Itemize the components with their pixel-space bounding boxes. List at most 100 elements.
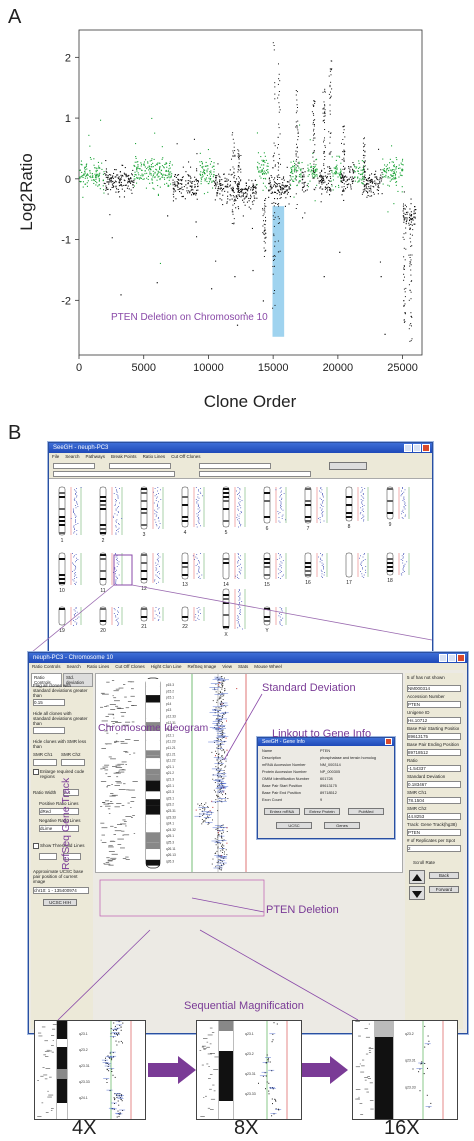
data-point — [240, 168, 242, 170]
chromosome-9[interactable]: 9 — [386, 486, 410, 528]
chromosome-8[interactable]: 8 — [345, 486, 369, 530]
negative-lines-select[interactable]: dLime — [39, 825, 79, 832]
threshold-field[interactable] — [109, 463, 171, 469]
chromosome-4[interactable]: 4 — [181, 486, 205, 536]
info-field-value[interactable]: -1.54337 — [407, 765, 461, 772]
menu-item[interactable]: RefSeq Image — [187, 664, 217, 669]
data-point — [270, 186, 272, 188]
gene-info-button[interactable]: PubMed — [348, 808, 384, 815]
info-field-value[interactable]: 0.183467 — [407, 781, 461, 788]
info-field-value[interactable]: PTEN — [407, 701, 461, 708]
enlarge-checkbox[interactable] — [33, 769, 39, 775]
chromosome-15[interactable]: 15 — [263, 552, 287, 588]
chromosome-Y[interactable]: Y — [263, 606, 287, 634]
minimize-icon[interactable] — [439, 654, 447, 662]
menu-item[interactable]: Search — [66, 664, 81, 669]
tab-1[interactable]: Std. deviation — [63, 673, 93, 687]
smr-ch1-field[interactable] — [33, 759, 57, 766]
ucsc-button[interactable]: UCSC HIH — [43, 899, 77, 906]
gene-info-button[interactable]: Entrez Protein — [304, 808, 340, 815]
ucsc-position-field[interactable]: chr10: 1 - 135400974 — [33, 887, 89, 894]
menu-item[interactable]: Search — [65, 454, 80, 459]
positive-lines-select[interactable]: dRed — [39, 808, 79, 815]
info-field-value[interactable]: NM000314 — [407, 685, 461, 692]
menu-item[interactable]: Ratio Controls — [32, 664, 61, 669]
chromosome-11[interactable]: 11 — [99, 552, 123, 594]
scroll-up-button[interactable] — [409, 870, 425, 884]
threshold-field-2[interactable] — [63, 853, 81, 860]
clone-point — [198, 571, 200, 572]
close-icon[interactable] — [422, 444, 430, 452]
flag-value-field[interactable]: 0.15 — [33, 699, 65, 706]
menu-item[interactable]: Break Points — [111, 454, 137, 459]
gene-info-button[interactable]: UCSC — [276, 822, 312, 829]
chromosome-22[interactable]: 22 — [181, 606, 205, 630]
chromosome-17[interactable]: 17 — [345, 552, 369, 586]
y-tick-label: 1 — [65, 113, 71, 125]
info-field-value[interactable]: 2 — [407, 845, 461, 852]
maximize-icon[interactable] — [413, 444, 421, 452]
info-field-value[interactable]: 89718512 — [407, 749, 461, 756]
chromosome-7[interactable]: 7 — [304, 486, 328, 532]
outlier-point — [324, 146, 326, 148]
maximize-icon[interactable] — [448, 654, 456, 662]
gene-info-button[interactable]: Genes — [324, 822, 360, 829]
minimize-icon[interactable] — [404, 444, 412, 452]
info-field-value[interactable]: 89613175 — [407, 733, 461, 740]
chromosome-19[interactable]: 19 — [58, 606, 82, 634]
forward-button[interactable]: Forward — [429, 886, 459, 893]
chromosome-21[interactable]: 21 — [140, 606, 164, 630]
menu-item[interactable]: Ratio Lines — [142, 454, 166, 459]
hide-value-field[interactable] — [33, 727, 65, 734]
info-field-value[interactable]: PTEN — [407, 829, 461, 836]
menu-item[interactable]: File — [52, 454, 60, 459]
data-point — [226, 201, 228, 203]
chromosome-3[interactable]: 3 — [140, 486, 164, 538]
chromosome-10[interactable]: 10 — [58, 552, 82, 594]
back-button[interactable]: Back — [429, 872, 459, 879]
menu-item[interactable]: Stats — [237, 664, 249, 669]
close-icon[interactable] — [385, 738, 392, 745]
chromosome-5[interactable]: 5 — [222, 486, 246, 536]
ratio-width-field[interactable] — [53, 463, 95, 469]
data-point — [301, 171, 303, 173]
threshold-field-1[interactable] — [39, 853, 57, 860]
info-field-value[interactable]: 78.1504 — [407, 797, 461, 804]
chromosome-14[interactable]: 14 — [222, 552, 246, 588]
clone-count-field[interactable] — [53, 471, 175, 477]
menu-item[interactable]: Cut Off Clones — [171, 454, 201, 459]
smr-ch2-field[interactable] — [61, 759, 85, 766]
menu-item[interactable]: Pathways — [85, 454, 106, 459]
menu-item[interactable]: Hight Clon Line — [150, 664, 182, 669]
info-field-value[interactable]: 44.8253 — [407, 813, 461, 820]
data-point — [165, 170, 167, 172]
menu-item[interactable]: Cut Off Clones — [115, 664, 145, 669]
ratio-width-value[interactable]: 2.4 — [63, 789, 79, 796]
data-point — [133, 175, 135, 177]
chromosome-2[interactable]: 2 — [99, 486, 123, 544]
chromosome-18[interactable]: 18 — [386, 552, 410, 584]
tab-0[interactable]: Ratio Controls — [31, 673, 63, 687]
gene-info-button[interactable]: Entrez mRNA — [264, 808, 300, 815]
pathway-field[interactable] — [199, 471, 311, 477]
menu-item[interactable]: Mouse Wheel — [254, 664, 282, 669]
chromosome-16[interactable]: 16 — [304, 552, 328, 586]
scroll-down-button[interactable] — [409, 886, 425, 900]
info-field-value[interactable]: Hs.10712 — [407, 717, 461, 724]
chromosome-13[interactable]: 13 — [181, 552, 205, 588]
menu-item[interactable]: Ratio Lines — [86, 664, 110, 669]
chromosome-X[interactable]: X — [222, 588, 246, 638]
chromosome-1[interactable]: 1 — [58, 486, 82, 544]
hide-clones-field[interactable] — [199, 463, 271, 469]
close-icon[interactable] — [457, 654, 465, 662]
chromosome-20[interactable]: 20 — [99, 606, 123, 634]
outlier-point — [274, 82, 276, 84]
chromosome-12[interactable]: 12 — [140, 552, 164, 592]
data-point — [169, 161, 171, 163]
menu-item[interactable]: View — [222, 664, 232, 669]
chromosome-6[interactable]: 6 — [263, 486, 287, 532]
toolbar-button[interactable] — [329, 462, 367, 470]
outlier-point — [265, 232, 267, 234]
clone-point — [117, 617, 119, 619]
show-threshold-checkbox[interactable] — [33, 843, 39, 849]
